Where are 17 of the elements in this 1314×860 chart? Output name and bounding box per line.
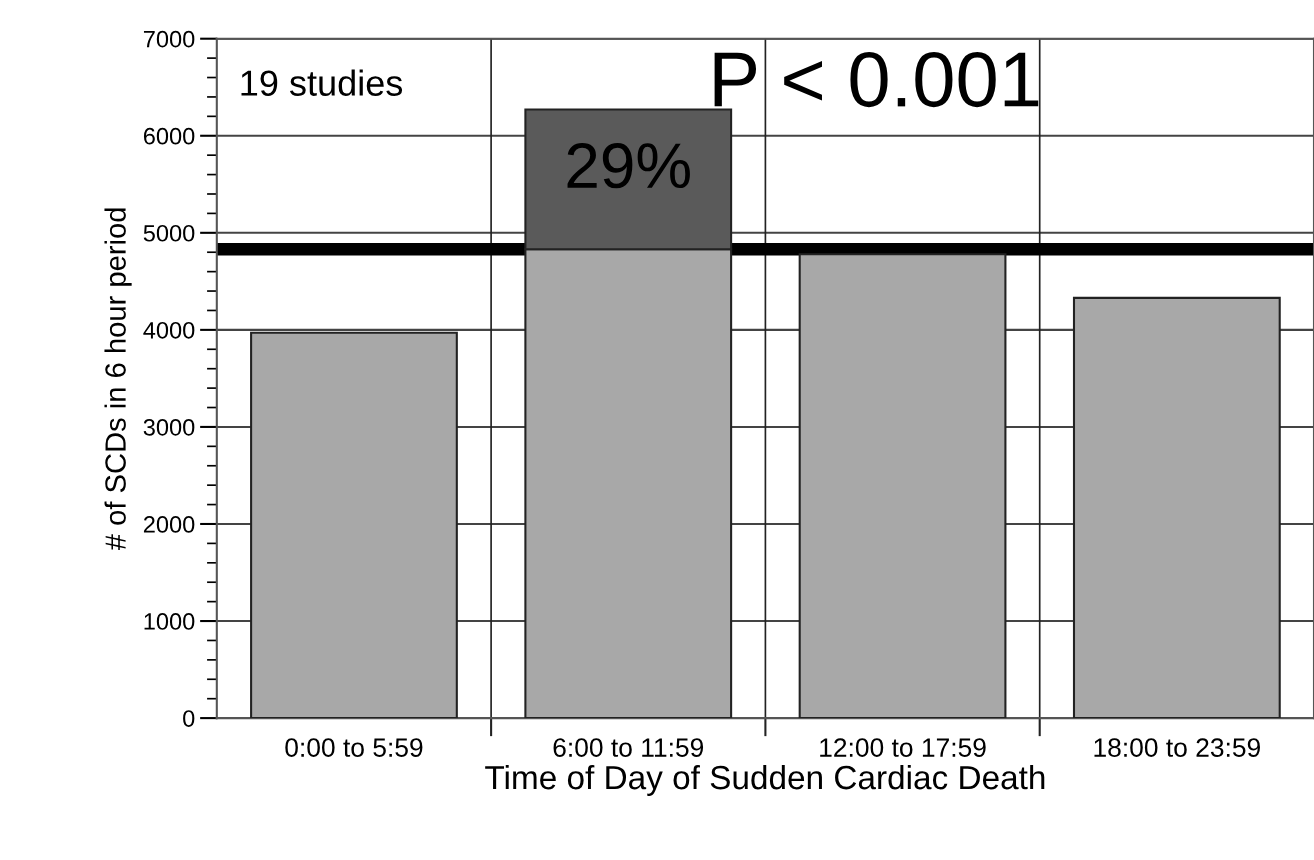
- x-tick-label: 12:00 to 17:59: [820, 738, 986, 757]
- x-tick-label: 0:00 to 5:59: [285, 738, 423, 757]
- y-tick-label: 0: [183, 710, 195, 727]
- y-axis-title: # of SCDs in 6 hour period: [104, 208, 132, 551]
- annotation: 29%: [567, 143, 690, 189]
- x-tick-label: 6:00 to 11:59: [553, 738, 704, 757]
- y-tick-label: 1000: [144, 613, 195, 630]
- y-tick-label: 4000: [143, 321, 195, 339]
- x-tick-label: 18:00 to 23:59: [1094, 738, 1260, 757]
- y-tick-label: 5000: [143, 224, 195, 242]
- annotation: 19 studies: [241, 69, 403, 96]
- y-tick-label: 7000: [143, 30, 195, 48]
- y-tick-label: 6000: [143, 127, 195, 145]
- annotation: P < 0.001: [714, 52, 1039, 108]
- y-tick-label: 3000: [143, 419, 195, 436]
- x-axis-title: Time of Day of Sudden Cardiac Death: [485, 764, 1045, 796]
- y-tick-label: 2000: [143, 516, 195, 533]
